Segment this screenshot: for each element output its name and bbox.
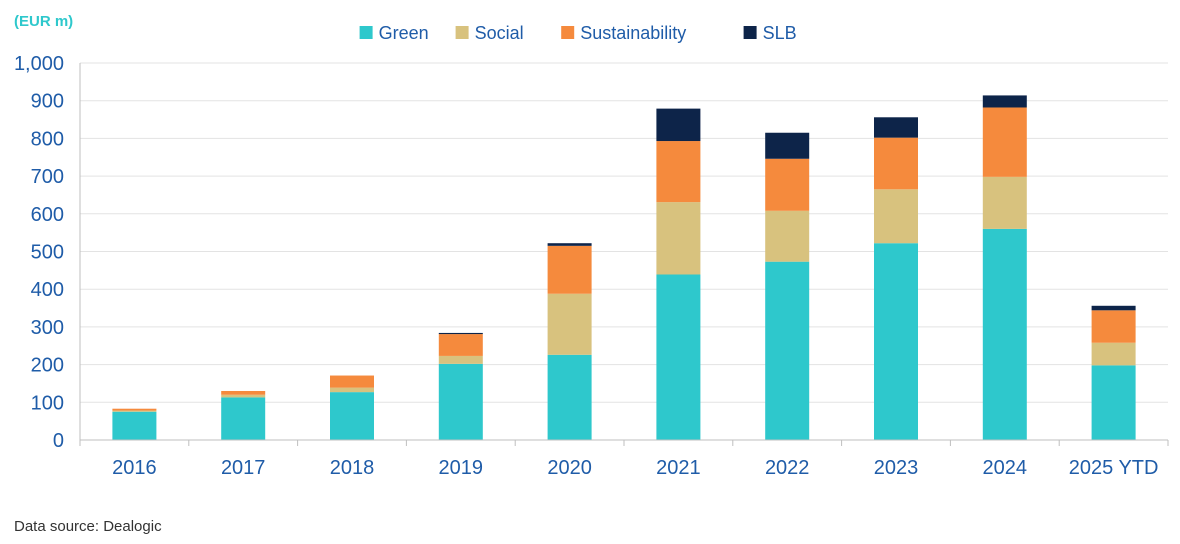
x-tick-label: 2019 xyxy=(439,457,484,479)
bars xyxy=(112,95,1136,440)
bar-segment-social xyxy=(330,387,374,393)
x-tick-label: 2022 xyxy=(765,457,810,479)
x-tick-label: 2023 xyxy=(874,457,919,479)
y-tick-label: 700 xyxy=(31,166,64,188)
bar-segment-slb xyxy=(982,95,1027,108)
bar-segment-sustainability xyxy=(1091,310,1136,343)
x-tick-label: 2016 xyxy=(112,457,157,479)
y-tick-label: 900 xyxy=(31,91,64,113)
bar-segment-green xyxy=(1091,365,1136,440)
bar-segment-social xyxy=(547,293,592,355)
bar-segment-sustainability xyxy=(112,408,157,411)
bar-segment-sustainability xyxy=(982,107,1027,177)
bar-segment-green xyxy=(982,228,1027,440)
bar-segment-social xyxy=(221,394,266,398)
x-axis-ticks: 2016 2017 2018 2019 2020 2021 2022 2023 2024 2025… xyxy=(79,63,1169,479)
bar-segment-social xyxy=(112,410,157,412)
x-tick-label: 2018 xyxy=(330,457,375,479)
legend-label-social: Social xyxy=(475,23,524,43)
bar-segment-sustainability xyxy=(221,390,266,395)
y-tick-label: 300 xyxy=(31,317,64,339)
y-tick-label: 200 xyxy=(31,355,64,377)
bar-segment-green xyxy=(112,411,157,440)
bar-segment-social xyxy=(982,176,1027,229)
y-tick-label: 500 xyxy=(31,242,64,264)
bar-segment-social xyxy=(656,202,701,275)
x-tick-label: 2024 xyxy=(983,457,1028,479)
bar-segment-green xyxy=(874,243,918,440)
bar-segment-sustainability xyxy=(656,141,701,203)
x-tick-label: 2020 xyxy=(547,457,592,479)
x-tick-label: 2025 YTD xyxy=(1069,457,1159,479)
bar-segment-sustainability xyxy=(547,245,592,294)
bar-segment-sustainability xyxy=(438,334,483,356)
y-tick-label: 0 xyxy=(53,430,64,452)
y-tick-label: 100 xyxy=(31,392,64,414)
bar-segment-social xyxy=(874,189,918,244)
bar-segment-sustainability xyxy=(874,137,918,190)
x-tick-label: 2017 xyxy=(221,457,266,479)
chart-legend: Green Social Sustainability SLB xyxy=(359,23,797,43)
y-tick-label: 400 xyxy=(31,279,64,301)
bar-segment-slb xyxy=(765,132,810,159)
y-tick-label: 600 xyxy=(31,204,64,226)
bar-segment-slb xyxy=(1091,305,1136,311)
data-source-note: Data source: Dealogic xyxy=(14,518,162,535)
bar-segment-green xyxy=(656,274,701,440)
legend-swatch-green xyxy=(359,26,373,39)
gridlines xyxy=(80,62,1168,403)
bar-segment-sustainability xyxy=(765,158,810,211)
bar-segment-sustainability xyxy=(330,375,374,388)
bar-segment-green xyxy=(547,354,592,440)
bar-segment-social xyxy=(765,210,810,262)
bar-segment-slb xyxy=(547,243,592,246)
bar-segment-green xyxy=(765,261,810,440)
y-axis-ticks: 0 100 200 300 400 500 600 700 800 900 1,000 xyxy=(14,53,64,452)
bar-segment-slb xyxy=(656,108,701,142)
legend-swatch-social xyxy=(455,26,469,39)
bar-segment-social xyxy=(1091,342,1136,366)
bar-segment-green xyxy=(221,397,266,440)
legend-label-green: Green xyxy=(379,23,429,43)
bar-segment-slb xyxy=(874,117,918,138)
y-axis-unit-label: (EUR m) xyxy=(14,13,73,30)
x-tick-label: 2021 xyxy=(656,457,701,479)
bar-segment-green xyxy=(330,392,374,440)
bar-segment-social xyxy=(438,355,483,364)
y-tick-label: 1,000 xyxy=(14,53,64,75)
y-tick-label: 800 xyxy=(31,128,64,150)
bar-segment-slb xyxy=(438,332,483,335)
legend-label-sustainability: Sustainability xyxy=(580,23,686,43)
legend-swatch-sustainability xyxy=(561,26,575,39)
legend-swatch-slb xyxy=(743,26,757,39)
legend-label-slb: SLB xyxy=(763,23,797,43)
bar-segment-green xyxy=(438,363,483,440)
